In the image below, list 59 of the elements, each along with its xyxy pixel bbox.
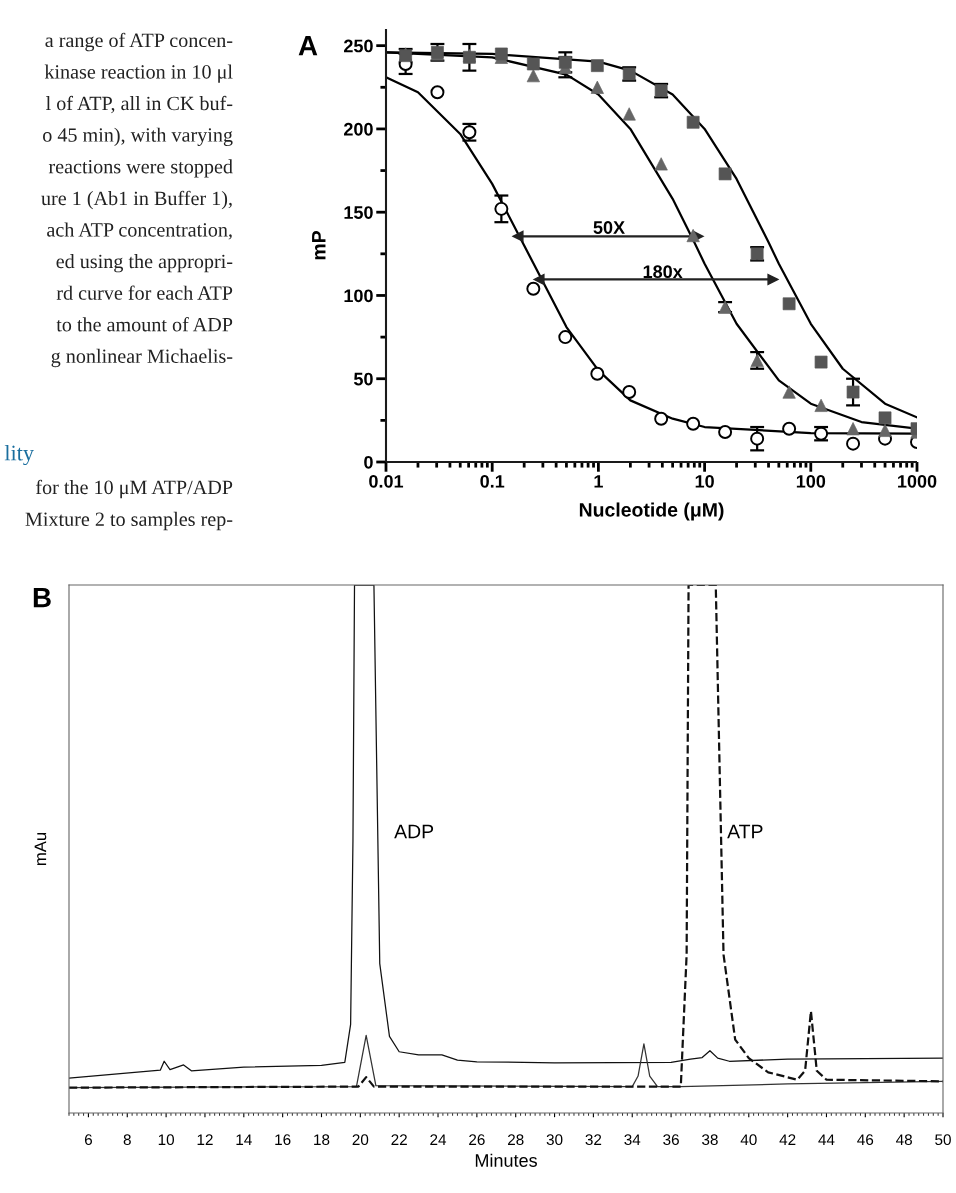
x-axis-title: Minutes [475, 1153, 537, 1167]
x-tick-label: 50 [935, 1134, 951, 1146]
x-tick-label: 1 [594, 475, 603, 488]
y-tick-label: 250 [344, 39, 373, 53]
x-tick-label: 48 [896, 1134, 912, 1146]
text: Mixture 2 to samples rep- [25, 511, 233, 531]
annotation: ATP [727, 824, 763, 839]
text: to the amount of ADP [56, 317, 233, 332]
x-tick-label: 36 [663, 1134, 679, 1146]
text: lity [4, 444, 34, 466]
x-tick-label: 30 [546, 1134, 563, 1146]
x-tick-label: 46 [857, 1134, 874, 1146]
y-tick-label: 0 [364, 455, 373, 469]
x-tick-label: 1000 [898, 474, 937, 488]
y-axis-title: mAu [34, 832, 47, 866]
x-tick-label: 40 [740, 1134, 757, 1146]
text: ach ATP concentration, [47, 222, 232, 240]
x-tick-label: 14 [236, 1134, 252, 1145]
y-tick-label: 200 [344, 122, 373, 136]
x-tick-label: 100 [796, 474, 826, 488]
text: l of ATP, all in CK buf- [46, 95, 233, 114]
x-tick-label: 32 [585, 1134, 602, 1146]
text: reactions were stopped [48, 159, 233, 178]
annotation: 180x [643, 265, 683, 279]
x-tick-label: 20 [352, 1134, 369, 1146]
text: rd curve for each ATP [56, 285, 233, 300]
x-tick-label: 22 [391, 1134, 407, 1145]
text: a range of ATP concen- [45, 32, 233, 52]
x-tick-label: 44 [818, 1134, 835, 1145]
text: g nonlinear Michaelis- [51, 348, 233, 368]
annotation: ADP [394, 824, 434, 839]
chart-title: A [298, 36, 318, 56]
x-tick-label: 34 [624, 1134, 641, 1146]
x-tick-label: 12 [197, 1134, 213, 1145]
x-tick-label: 16 [275, 1134, 291, 1146]
x-tick-label: 26 [469, 1134, 485, 1146]
x-tick-label: 24 [430, 1134, 447, 1145]
x-tick-label: 0.1 [480, 474, 505, 488]
y-tick-label: 50 [353, 372, 373, 386]
x-tick-label: 28 [507, 1134, 524, 1146]
x-tick-label: 6 [84, 1134, 92, 1146]
text: ure 1 (Ab1 in Buffer 1), [41, 190, 232, 210]
x-tick-label: 18 [314, 1134, 330, 1146]
chart-title: B [33, 588, 51, 608]
y-axis-title: mP [312, 231, 326, 260]
x-tick-label: 0.01 [369, 474, 404, 488]
text: ed using the appropri- [56, 254, 233, 273]
x-tick-label: 10 [695, 474, 714, 488]
y-tick-label: 150 [344, 206, 373, 219]
x-tick-label: 42 [779, 1134, 796, 1145]
y-tick-label: 100 [344, 289, 373, 303]
x-tick-label: 10 [158, 1134, 175, 1146]
x-axis-title: Nucleotide (μM) [579, 502, 724, 521]
text: o 45 min), with varying [43, 127, 233, 146]
text: for the 10 μM ATP/ADP [35, 479, 233, 499]
x-tick-label: 8 [123, 1134, 131, 1146]
text: kinase reaction in 10 μl [44, 64, 233, 83]
x-tick-label: 38 [702, 1134, 718, 1146]
annotation: 50X [593, 221, 625, 234]
